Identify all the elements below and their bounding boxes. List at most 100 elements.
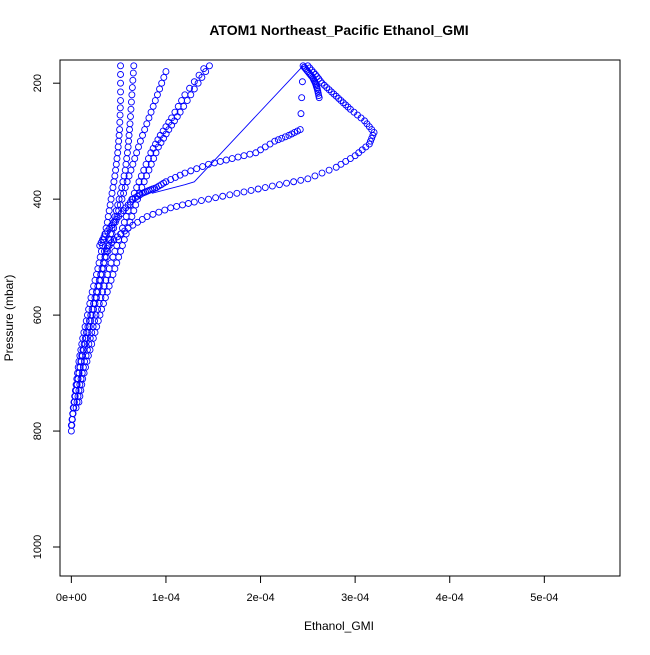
data-point (115, 131, 123, 139)
data-point (181, 91, 189, 99)
data-point (125, 131, 133, 139)
data-point (149, 210, 157, 218)
data-point (116, 104, 124, 112)
data-point (115, 137, 123, 145)
data-point (240, 152, 248, 160)
data-point (311, 71, 319, 78)
data-point (330, 90, 338, 98)
data-point (158, 79, 166, 87)
data-point (320, 81, 328, 89)
data-point (316, 77, 324, 85)
data-point (315, 94, 323, 102)
data-point (222, 156, 230, 164)
data-point (118, 242, 126, 249)
data-point (92, 288, 100, 296)
data-point (187, 91, 195, 99)
data-point (150, 155, 158, 163)
data-point (143, 172, 151, 180)
data-point (297, 176, 305, 184)
data-point (130, 207, 138, 215)
x-tick-label: 1e-04 (152, 592, 180, 604)
data-point (133, 149, 141, 157)
data-point (271, 137, 279, 145)
data-point (105, 265, 113, 273)
data-point (133, 184, 141, 192)
data-point (152, 149, 160, 157)
data-point (202, 68, 210, 76)
data-point (323, 84, 331, 91)
data-point (268, 182, 276, 190)
data-point (98, 265, 106, 273)
data-point (117, 71, 124, 78)
data-point (179, 201, 186, 209)
data-point (151, 97, 159, 105)
data-point (106, 201, 114, 209)
data-point (98, 305, 106, 313)
data-point (246, 150, 254, 158)
data-point (128, 91, 136, 99)
data-point (140, 166, 148, 174)
data-point (116, 111, 124, 119)
data-point (281, 133, 289, 141)
data-point (155, 208, 163, 216)
data-point (162, 68, 170, 76)
data-point (298, 94, 306, 102)
data-point (124, 143, 132, 151)
data-point (276, 181, 283, 189)
data-point (308, 66, 316, 74)
data-point (318, 79, 326, 87)
data-point (160, 73, 168, 81)
data-point (135, 143, 142, 151)
data-point (205, 195, 212, 203)
data-point (180, 102, 188, 110)
data-point (344, 103, 352, 111)
data-point (233, 189, 241, 197)
data-point (187, 167, 195, 175)
data-point (108, 189, 116, 197)
data-point (234, 153, 242, 161)
data-point (129, 76, 137, 84)
data-point (339, 99, 347, 107)
data-point (190, 85, 198, 93)
data-point (127, 105, 135, 113)
data-point (304, 62, 312, 70)
data-point (325, 166, 333, 174)
data-point (96, 311, 104, 319)
data-point (121, 184, 129, 192)
data-point (337, 97, 345, 105)
data-point (100, 300, 107, 307)
chart-title: ATOM1 Northeast_Pacific Ethanol_GMI (209, 22, 468, 38)
data-point (110, 178, 118, 186)
data-point (311, 172, 319, 180)
data-point (153, 91, 161, 99)
series-points (67, 62, 378, 435)
data-point (103, 218, 111, 226)
data-point (183, 97, 191, 105)
data-point (129, 160, 137, 168)
data-point (69, 410, 77, 418)
data-point (149, 102, 157, 110)
data-point (121, 166, 129, 174)
data-point (296, 126, 304, 134)
data-point (105, 207, 113, 215)
data-point (123, 178, 131, 186)
data-point (68, 416, 76, 423)
data-point (111, 172, 119, 180)
data-point (198, 73, 206, 81)
data-point (114, 149, 122, 157)
data-point (145, 114, 153, 122)
x-tick-label: 2e-04 (246, 592, 274, 604)
y-tick-label: 600 (32, 306, 44, 324)
data-point (141, 126, 149, 134)
data-point (156, 85, 164, 93)
data-point (127, 113, 134, 120)
data-point (137, 172, 145, 180)
data-point (123, 155, 131, 163)
data-point (129, 69, 137, 77)
data-point (332, 92, 340, 100)
x-tick-label: 3e-04 (341, 592, 369, 604)
data-point (93, 323, 101, 331)
data-point (102, 253, 110, 261)
data-point (144, 155, 152, 163)
x-axis: 0e+00 1e-04 2e-04 3e-04 4e-04 5e-04 (56, 575, 558, 604)
